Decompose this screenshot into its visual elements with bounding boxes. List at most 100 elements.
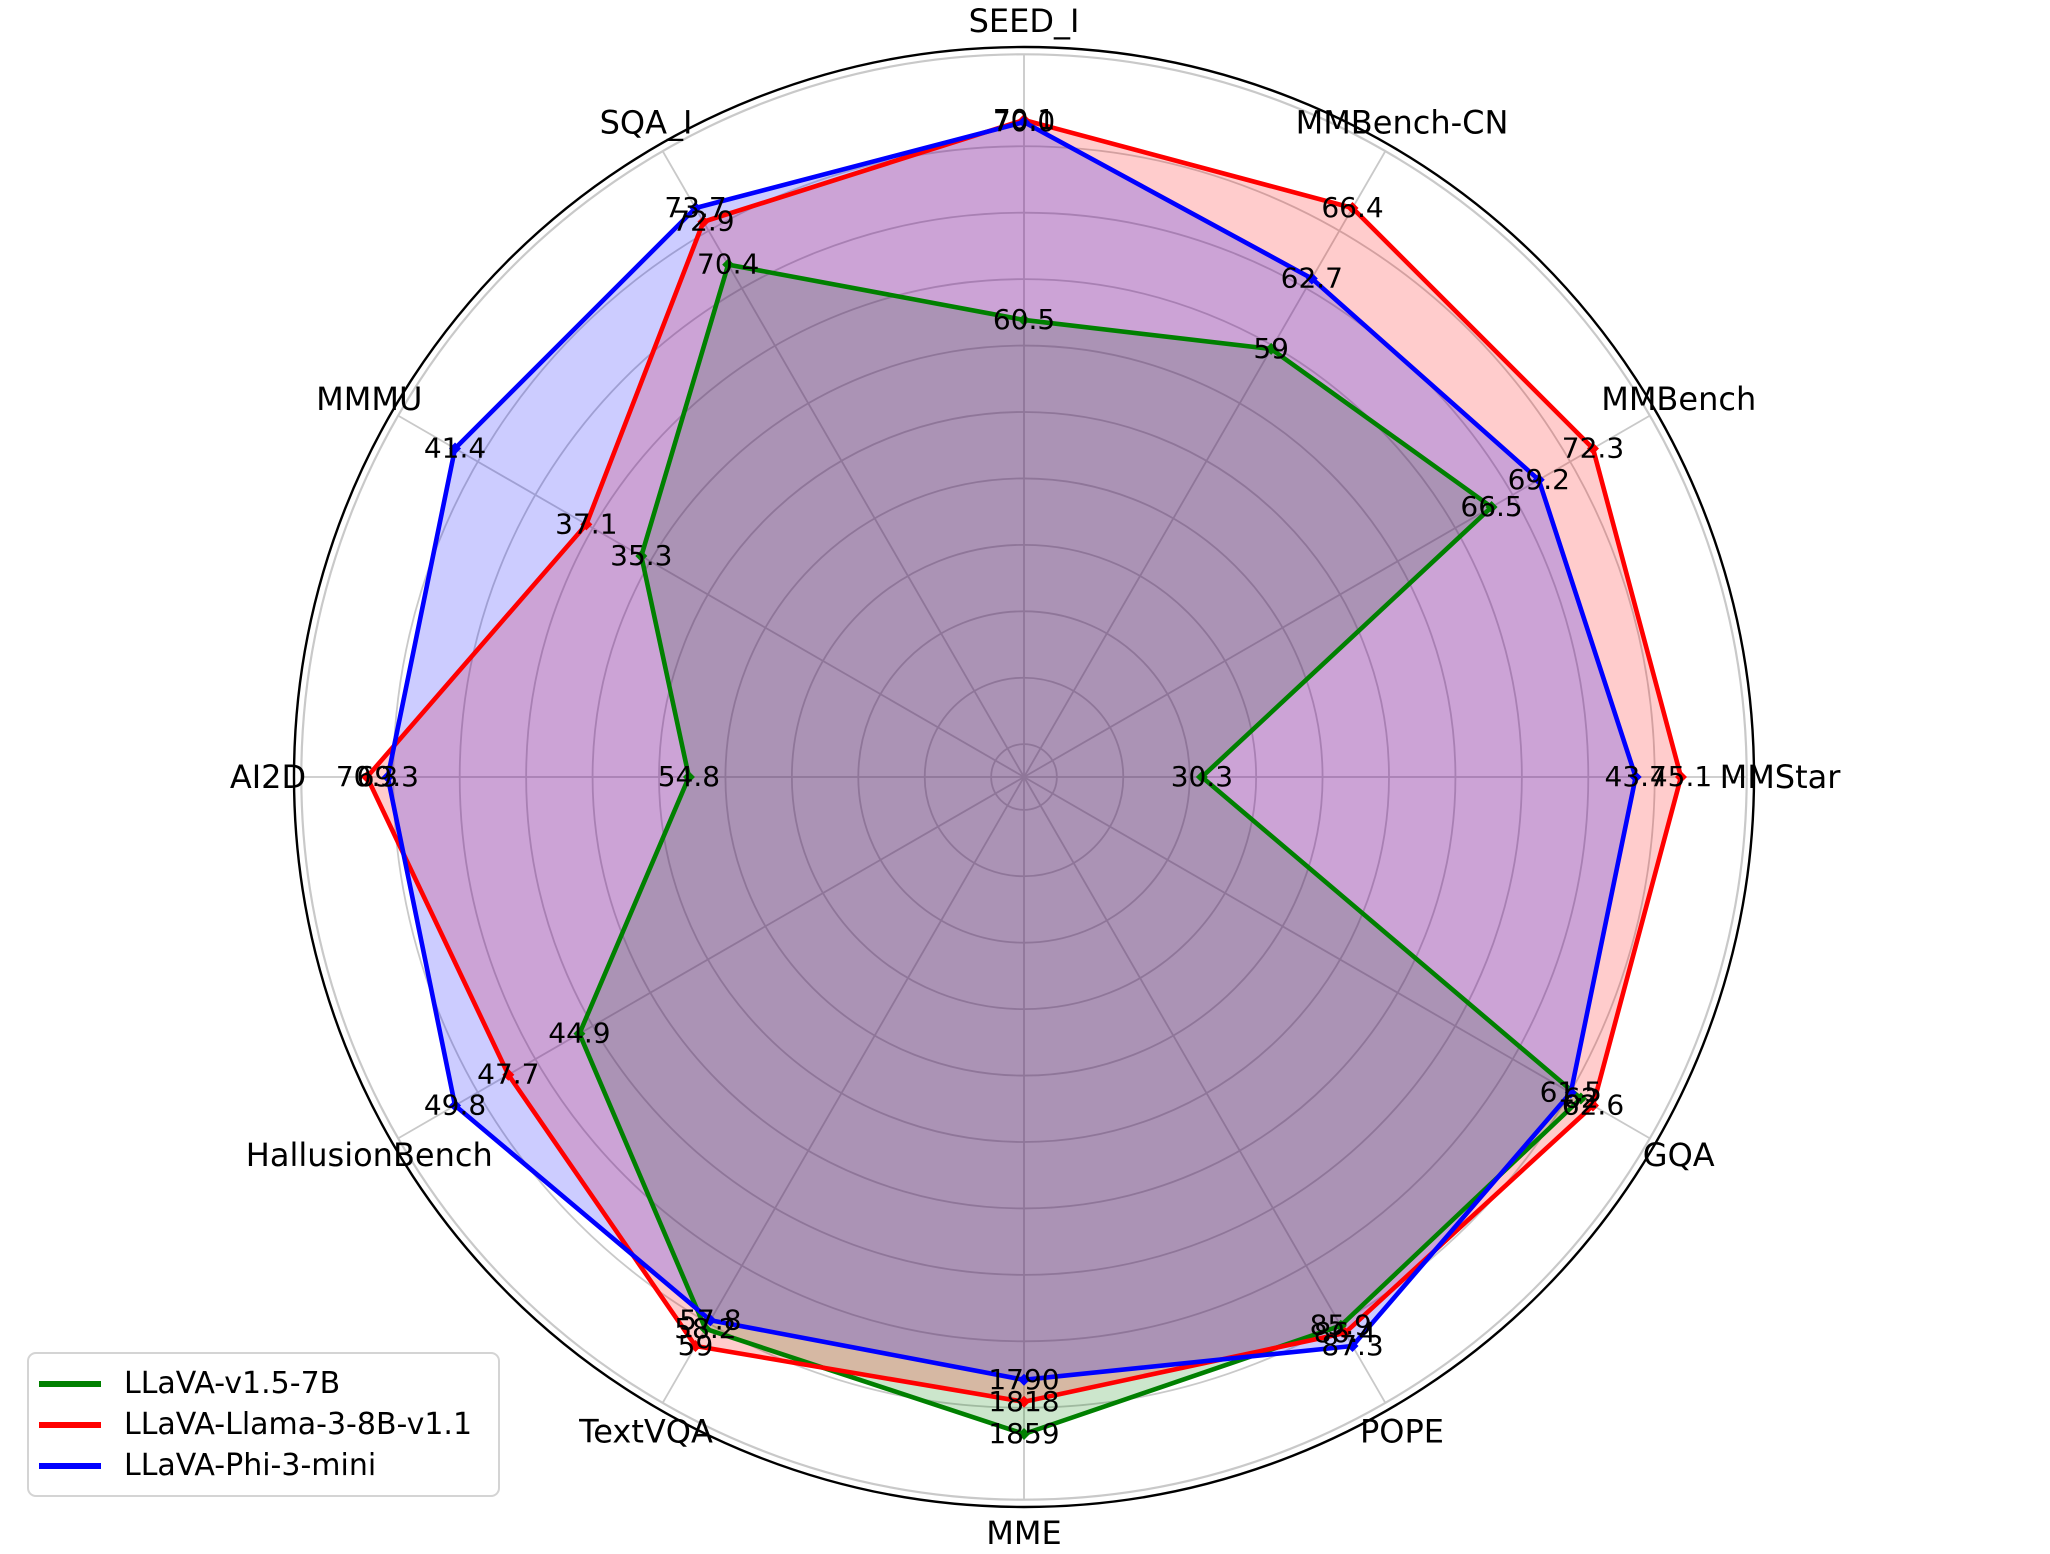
vertex-marker — [502, 1068, 515, 1081]
value-label: 43.7 — [1605, 760, 1667, 793]
value-label: 49.8 — [424, 1089, 486, 1122]
series-fill-0 — [579, 264, 1581, 1434]
legend-label: LLaVA-v1.5-7B — [124, 1366, 341, 1401]
value-label: 41.4 — [424, 432, 486, 465]
vertex-marker — [635, 550, 648, 563]
value-label: 72.9 — [672, 205, 734, 238]
vertex-marker — [697, 215, 710, 228]
axis-spoke — [1023, 776, 1387, 1404]
vertex-marker — [1018, 116, 1030, 129]
vertex-marker — [682, 771, 695, 783]
vertex-marker — [1338, 1326, 1351, 1339]
value-label: 66.5 — [1460, 490, 1522, 523]
vertex-marker — [449, 442, 462, 455]
vertex-marker — [1346, 1339, 1359, 1352]
outer-grid-circle — [300, 53, 1748, 1501]
value-label: 30.3 — [1171, 760, 1233, 793]
series-fill-2 — [387, 122, 1636, 1380]
legend: LLaVA-v1.5-7B LLaVA-Llama-3-8B-v1.1 LLaVA-… — [27, 1352, 501, 1497]
value-label: 62.6 — [1562, 1089, 1624, 1122]
axis-label: POPE — [1360, 1413, 1444, 1451]
value-label: 70.3 — [336, 760, 398, 793]
outer-spine-circle — [292, 45, 1756, 1509]
axis-spoke — [1023, 776, 1651, 1140]
value-label: 70.1 — [993, 103, 1055, 136]
value-label: 1859 — [988, 1417, 1059, 1450]
vertex-marker — [1265, 342, 1278, 355]
value-label: 1818 — [988, 1385, 1059, 1418]
vertex-marker — [722, 258, 735, 271]
value-label: 69.3 — [357, 760, 419, 793]
legend-swatch — [39, 1462, 101, 1469]
vertex-marker — [449, 1099, 462, 1112]
legend-item-1: LLaVA-Llama-3-8B-v1.1 — [39, 1404, 472, 1445]
value-label: 66.4 — [1321, 191, 1383, 224]
axis-label: MME — [986, 1514, 1061, 1552]
legend-label: LLaVA-Phi-3-mini — [124, 1448, 377, 1483]
value-label: 44.9 — [548, 1017, 610, 1050]
vertex-marker — [1586, 442, 1599, 455]
axis-label: SQA_I — [600, 103, 693, 141]
value-label: 60.5 — [993, 303, 1055, 336]
series-fill-1 — [367, 120, 1681, 1402]
vertex-marker — [381, 771, 394, 783]
value-label: 59 — [1253, 332, 1289, 365]
vertex-marker — [1586, 1099, 1599, 1112]
axis-label: TextVQA — [578, 1413, 713, 1451]
axis-label: MMBench-CN — [1296, 103, 1509, 141]
vertex-marker — [1564, 1086, 1577, 1099]
value-label: 47.7 — [477, 1058, 539, 1091]
axis-spoke — [1023, 414, 1651, 778]
vertex-marker — [573, 1027, 586, 1040]
axis-label: SEED_I — [969, 2, 1080, 40]
value-label: 73.7 — [664, 191, 726, 224]
axis-spoke — [397, 776, 1025, 1140]
value-label: 70.0 — [993, 105, 1055, 138]
value-label: 37.1 — [555, 507, 617, 540]
vertex-marker — [1346, 202, 1359, 215]
legend-swatch — [39, 1380, 101, 1387]
axis-spoke — [661, 776, 1025, 1404]
value-label: 59 — [678, 1329, 714, 1362]
axis-label: HallusionBench — [246, 1136, 493, 1174]
vertex-marker — [689, 202, 702, 215]
vertex-marker — [1018, 1395, 1030, 1408]
value-label: 87.3 — [1321, 1329, 1383, 1362]
legend-swatch — [39, 1421, 101, 1428]
vertex-marker — [689, 1339, 702, 1352]
vertex-marker — [1305, 272, 1318, 285]
axis-label: MMStar — [1720, 758, 1842, 796]
vertex-marker — [1675, 771, 1687, 783]
value-label: 62.7 — [1281, 261, 1343, 294]
legend-item-2: LLaVA-Phi-3-mini — [39, 1445, 472, 1486]
axis-label: AI2D — [230, 758, 306, 796]
axis-label: MMMU — [316, 380, 422, 418]
vertex-marker — [361, 771, 373, 783]
value-label: 62 — [1563, 1082, 1599, 1115]
axis-spoke — [661, 150, 1025, 778]
legend-item-0: LLaVA-v1.5-7B — [39, 1363, 472, 1404]
axis-spoke — [1023, 150, 1387, 778]
value-label: 69.2 — [1508, 463, 1570, 496]
vertex-marker — [1195, 771, 1208, 783]
vertex-marker — [1018, 1373, 1030, 1386]
value-label: 1790 — [988, 1363, 1059, 1396]
value-label: 54.8 — [658, 760, 720, 793]
vertex-marker — [1629, 771, 1642, 783]
value-label: 72.3 — [1562, 432, 1624, 465]
axis-label: GQA — [1643, 1136, 1715, 1174]
value-label: 61.5 — [1540, 1076, 1602, 1109]
vertex-marker — [580, 518, 593, 531]
value-label: 58.2 — [674, 1312, 736, 1345]
value-label: 57.8 — [679, 1303, 741, 1336]
value-label: 70.4 — [697, 248, 759, 281]
value-label: 45.1 — [1650, 760, 1712, 793]
axis-label: MMBench — [1601, 380, 1756, 418]
axis-spoke — [397, 414, 1025, 778]
vertex-marker — [1018, 1428, 1030, 1440]
vertex-marker — [699, 1322, 712, 1335]
vertex-marker — [1532, 473, 1545, 486]
value-label: 86.4 — [1314, 1316, 1376, 1349]
